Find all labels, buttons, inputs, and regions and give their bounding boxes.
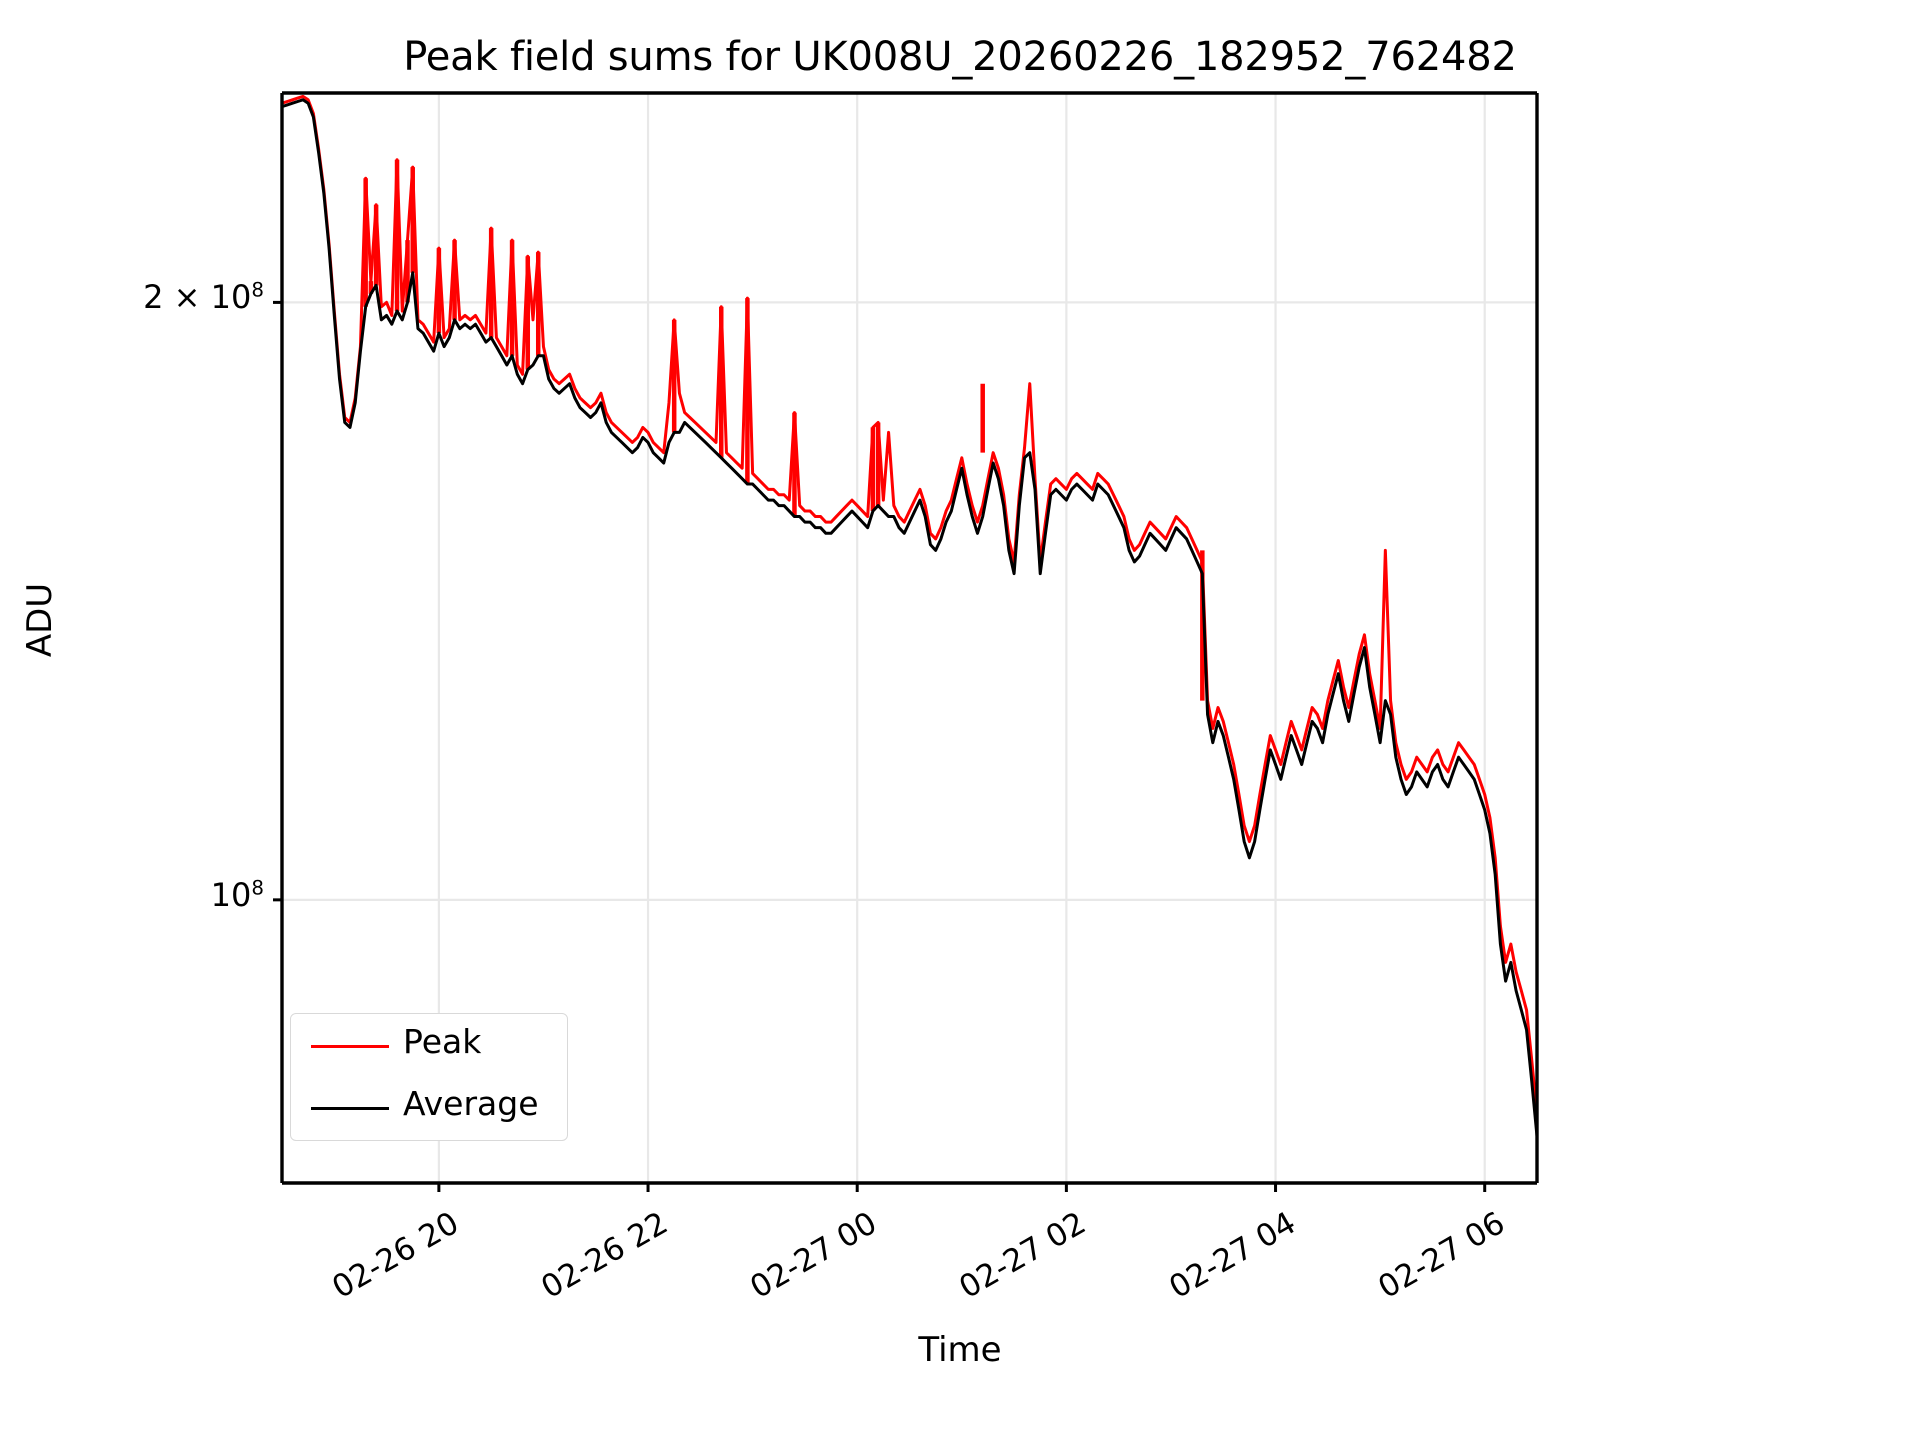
series-line-average: [281, 98, 1539, 1137]
y-tick-label: 108: [210, 875, 264, 914]
chart-title: Peak field sums for UK008U_20260226_1829…: [403, 34, 1517, 80]
data-series-group: [281, 94, 1539, 1137]
axis-spines: [280, 91, 1539, 1185]
legend-label: Peak: [403, 1022, 482, 1061]
legend-entry-peak[interactable]: Peak: [291, 1014, 569, 1078]
legend-entry-average[interactable]: Average: [291, 1076, 569, 1140]
legend-label: Average: [403, 1084, 539, 1123]
chart-legend: Peak Average: [290, 1013, 568, 1141]
series-line-peak: [281, 94, 1539, 1115]
legend-line-swatch-icon: [311, 1045, 389, 1048]
y-tick-label: 2 × 108: [143, 278, 264, 317]
legend-line-swatch-icon: [311, 1107, 389, 1110]
axis-ticks: [273, 300, 1487, 1192]
x-axis-label: Time: [918, 1330, 1002, 1370]
